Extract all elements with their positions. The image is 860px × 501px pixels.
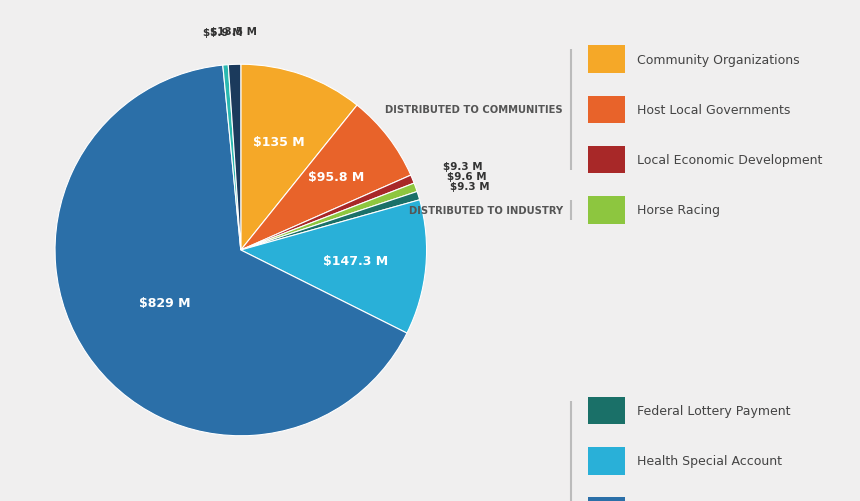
Wedge shape	[241, 176, 415, 250]
Text: $13.5 M: $13.5 M	[210, 27, 257, 37]
Text: Community Organizations: Community Organizations	[637, 54, 800, 67]
Wedge shape	[241, 200, 427, 334]
Bar	[587, 497, 624, 501]
Wedge shape	[241, 65, 357, 250]
Bar	[587, 196, 624, 224]
Text: DISTRIBUTED TO COMMUNITIES: DISTRIBUTED TO COMMUNITIES	[385, 105, 562, 115]
Text: $5.9 M: $5.9 M	[203, 28, 243, 38]
Text: Horse Racing: Horse Racing	[637, 204, 720, 217]
Wedge shape	[228, 65, 241, 250]
Wedge shape	[223, 66, 241, 250]
Text: Host Local Governments: Host Local Governments	[637, 104, 790, 117]
Bar	[587, 146, 624, 174]
Text: $95.8 M: $95.8 M	[309, 171, 365, 183]
Text: $9.3 M: $9.3 M	[444, 162, 483, 172]
Text: $829 M: $829 M	[138, 297, 190, 310]
Wedge shape	[241, 184, 417, 250]
Bar	[587, 96, 624, 124]
Text: $9.3 M: $9.3 M	[451, 181, 490, 191]
Bar	[587, 397, 624, 424]
Text: $135 M: $135 M	[253, 136, 304, 149]
Bar	[587, 447, 624, 475]
Wedge shape	[241, 192, 420, 250]
Text: $147.3 M: $147.3 M	[322, 255, 388, 268]
Text: DISTRIBUTED TO INDUSTRY: DISTRIBUTED TO INDUSTRY	[408, 205, 562, 215]
Wedge shape	[55, 66, 407, 436]
Text: Local Economic Development: Local Economic Development	[637, 154, 822, 167]
Wedge shape	[241, 106, 411, 250]
Text: $9.6 M: $9.6 M	[447, 172, 487, 182]
Bar	[587, 46, 624, 74]
Text: Health Special Account: Health Special Account	[637, 454, 782, 467]
Text: Federal Lottery Payment: Federal Lottery Payment	[637, 404, 790, 417]
